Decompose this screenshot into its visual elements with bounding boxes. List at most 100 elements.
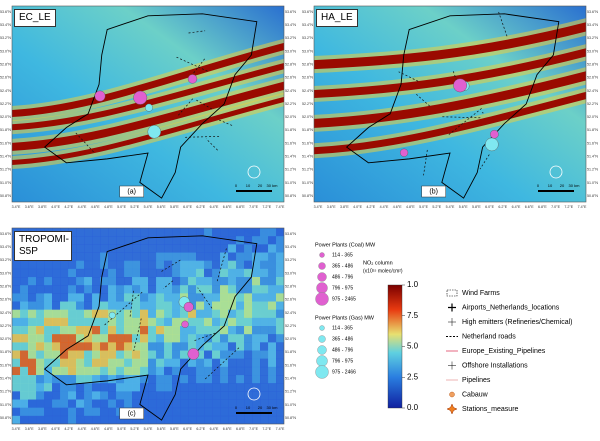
raster-cell	[236, 309, 245, 319]
raster-cell	[148, 228, 157, 237]
legend-symbol	[448, 303, 456, 312]
raster-cell	[188, 244, 197, 253]
plume-core	[314, 48, 586, 98]
raster-cell	[276, 301, 284, 311]
raster-cell	[124, 317, 133, 327]
raster-cell	[132, 326, 141, 335]
raster-cell	[220, 228, 229, 237]
raster-cell	[52, 260, 61, 270]
raster-cell	[204, 399, 213, 409]
lon-tick-label: 7.2°E	[262, 427, 271, 431]
lon-tick-label: 6.0°E	[485, 205, 494, 209]
raster-cell	[148, 383, 157, 392]
raster-cell	[268, 375, 277, 384]
legend-symbol	[319, 252, 325, 258]
raster-cell	[140, 326, 149, 335]
raster-cell	[180, 252, 189, 262]
raster-cell	[36, 391, 45, 400]
raster-cell	[172, 375, 181, 384]
raster-cell	[124, 236, 133, 245]
raster-cell	[212, 334, 221, 343]
raster-cell	[132, 415, 141, 424]
raster-cell	[140, 244, 149, 253]
raster-cell	[100, 415, 109, 424]
raster-cell	[268, 260, 277, 270]
raster-cell	[260, 317, 269, 327]
raster-cell	[36, 375, 45, 384]
raster-cell	[276, 399, 284, 409]
lon-tick-label: 5.8°E	[170, 427, 179, 431]
raster-cell	[244, 285, 253, 294]
map-panel: 3.4°E 3.6°E 3.8°E 4.0°E 4.2°E 4.4°E 4.6°E 4.8°E…	[0, 227, 296, 431]
raster-cell	[124, 391, 133, 400]
raster-cell	[172, 391, 181, 400]
raster-cell	[268, 285, 277, 294]
lon-tick-label: 4.4°E	[78, 427, 87, 431]
lat-tick-label: 52.2°N	[302, 102, 313, 106]
raster-cell	[204, 407, 213, 417]
raster-cell	[252, 350, 261, 360]
raster-cell	[180, 375, 189, 384]
raster-cell	[116, 366, 125, 376]
raster-cell	[244, 228, 253, 237]
lon-tick-label: 4.0°E	[353, 205, 362, 209]
lat-tick-label: 51.8°N	[302, 128, 313, 132]
raster-cell	[260, 342, 269, 351]
colorbar	[387, 284, 403, 409]
lat-tick-label: 52.6°N	[0, 298, 11, 302]
raster-cell	[148, 358, 157, 368]
lat-tick-label: 53.6°N	[285, 232, 296, 236]
raster-cell	[60, 407, 69, 417]
power-plant	[133, 90, 148, 105]
raster-cell	[148, 317, 157, 327]
raster-cell	[276, 244, 284, 253]
raster-cell	[148, 350, 157, 360]
scale-bar	[236, 412, 272, 414]
raster-cell	[124, 252, 133, 262]
raster-cell	[140, 350, 149, 360]
raster-cell	[164, 407, 173, 417]
raster-cell	[124, 375, 133, 384]
raster-cell	[36, 326, 45, 335]
raster-cell	[84, 326, 93, 335]
raster-cell	[60, 383, 69, 392]
raster-cell	[20, 342, 29, 351]
raster-cell	[68, 407, 77, 417]
raster-cell	[124, 366, 133, 376]
lon-tick-label: 6.2°E	[196, 205, 205, 209]
raster-cell	[108, 407, 117, 417]
raster-cell	[20, 350, 29, 360]
raster-cell	[204, 375, 213, 384]
raster-cell	[52, 277, 61, 286]
raster-cell	[164, 375, 173, 384]
raster-cell	[116, 391, 125, 400]
raster-cell	[44, 285, 53, 294]
raster-cell	[140, 399, 149, 409]
raster-cell	[12, 366, 21, 376]
raster-cell	[164, 236, 173, 245]
raster-cell	[276, 358, 284, 368]
lat-tick-label: 51.2°N	[302, 168, 313, 172]
map-raster	[12, 228, 284, 424]
raster-cell	[140, 301, 149, 311]
raster-cell	[204, 244, 213, 253]
raster-cell	[172, 252, 181, 262]
raster-cell	[116, 342, 125, 351]
raster-cell	[220, 415, 229, 424]
raster-cell	[84, 277, 93, 286]
scale-bar	[236, 190, 272, 192]
raster-cell	[36, 301, 45, 311]
road	[104, 291, 144, 326]
raster-cell	[204, 236, 213, 245]
raster-cell	[52, 391, 61, 400]
road	[479, 154, 490, 170]
raster-cell	[276, 260, 284, 270]
legend-label: Wind Farms	[462, 290, 500, 297]
raster-cell	[236, 415, 245, 424]
raster-cell	[140, 252, 149, 262]
raster-cell	[132, 309, 141, 319]
map-raster	[314, 6, 586, 202]
raster-cell	[116, 260, 125, 270]
raster-cell	[132, 358, 141, 368]
